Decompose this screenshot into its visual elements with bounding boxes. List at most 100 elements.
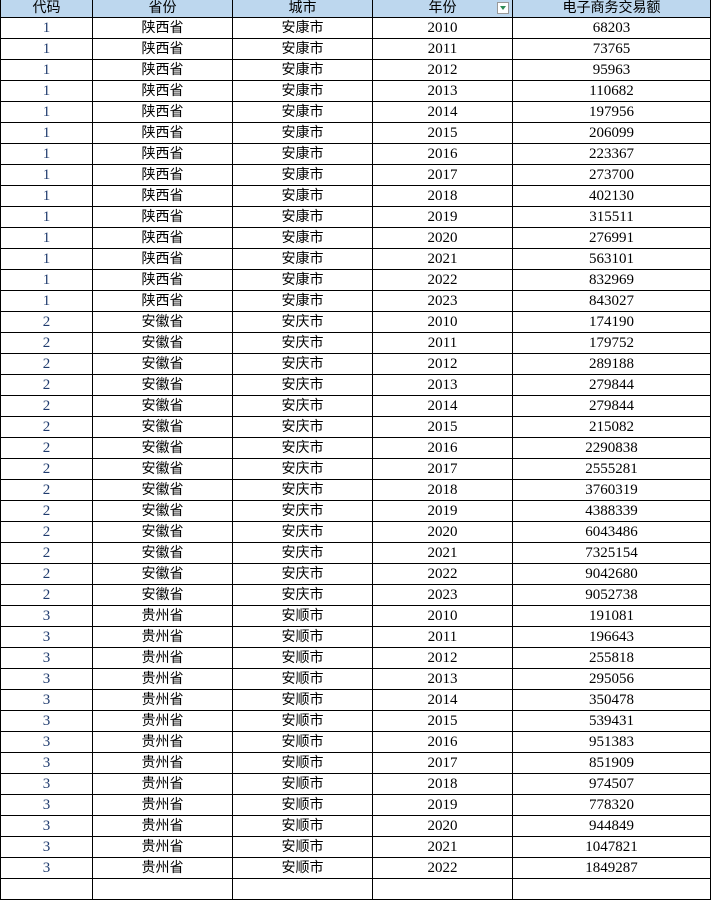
cell-year[interactable]: 2010 [372,17,513,39]
cell-city[interactable]: 安顺市 [232,710,373,732]
header-city[interactable]: 城市 [232,0,373,18]
cell-code[interactable]: 1 [0,17,93,39]
cell-ecommerce-volume[interactable]: 223367 [512,143,711,165]
cell-year[interactable]: 2022 [372,563,513,585]
cell-code[interactable]: 2 [0,374,93,396]
cell-empty[interactable] [232,878,373,900]
cell-city[interactable]: 安康市 [232,164,373,186]
cell-province[interactable]: 安徽省 [92,395,233,417]
cell-ecommerce-volume[interactable]: 9052738 [512,584,711,606]
cell-code[interactable]: 1 [0,122,93,144]
cell-year[interactable]: 2011 [372,332,513,354]
cell-ecommerce-volume[interactable]: 951383 [512,731,711,753]
cell-ecommerce-volume[interactable]: 778320 [512,794,711,816]
cell-ecommerce-volume[interactable]: 73765 [512,38,711,60]
cell-province[interactable]: 陕西省 [92,143,233,165]
cell-code[interactable]: 1 [0,143,93,165]
cell-year[interactable]: 2012 [372,59,513,81]
cell-ecommerce-volume[interactable]: 255818 [512,647,711,669]
cell-city[interactable]: 安康市 [232,290,373,312]
cell-province[interactable]: 安徽省 [92,332,233,354]
cell-year[interactable]: 2023 [372,584,513,606]
header-province[interactable]: 省份 [92,0,233,18]
cell-ecommerce-volume[interactable]: 191081 [512,605,711,627]
cell-province[interactable]: 陕西省 [92,206,233,228]
cell-city[interactable]: 安庆市 [232,479,373,501]
cell-year[interactable]: 2014 [372,395,513,417]
cell-code[interactable]: 1 [0,206,93,228]
cell-city[interactable]: 安康市 [232,143,373,165]
cell-year[interactable]: 2014 [372,689,513,711]
cell-province[interactable]: 安徽省 [92,500,233,522]
cell-code[interactable]: 2 [0,563,93,585]
cell-year[interactable]: 2022 [372,269,513,291]
cell-city[interactable]: 安庆市 [232,395,373,417]
cell-year[interactable]: 2019 [372,794,513,816]
cell-province[interactable]: 贵州省 [92,626,233,648]
cell-city[interactable]: 安康市 [232,122,373,144]
cell-year[interactable]: 2017 [372,752,513,774]
cell-city[interactable]: 安庆市 [232,584,373,606]
cell-year[interactable]: 2015 [372,710,513,732]
cell-code[interactable]: 2 [0,521,93,543]
cell-city[interactable]: 安顺市 [232,857,373,879]
cell-ecommerce-volume[interactable]: 273700 [512,164,711,186]
cell-code[interactable]: 2 [0,437,93,459]
cell-code[interactable]: 1 [0,59,93,81]
cell-year[interactable]: 2016 [372,437,513,459]
cell-city[interactable]: 安康市 [232,17,373,39]
cell-code[interactable]: 1 [0,227,93,249]
cell-province[interactable]: 安徽省 [92,311,233,333]
cell-ecommerce-volume[interactable]: 196643 [512,626,711,648]
cell-city[interactable]: 安顺市 [232,731,373,753]
header-code[interactable]: 代码 [0,0,93,18]
cell-ecommerce-volume[interactable]: 563101 [512,248,711,270]
cell-ecommerce-volume[interactable]: 174190 [512,311,711,333]
cell-ecommerce-volume[interactable]: 279844 [512,395,711,417]
cell-year[interactable]: 2018 [372,185,513,207]
cell-city[interactable]: 安顺市 [232,689,373,711]
cell-ecommerce-volume[interactable]: 95963 [512,59,711,81]
cell-city[interactable]: 安康市 [232,38,373,60]
cell-province[interactable]: 贵州省 [92,605,233,627]
cell-province[interactable]: 安徽省 [92,416,233,438]
cell-code[interactable]: 2 [0,353,93,375]
cell-code[interactable]: 3 [0,773,93,795]
cell-city[interactable]: 安顺市 [232,836,373,858]
cell-code[interactable]: 2 [0,584,93,606]
header-year[interactable]: 年份 [372,0,513,18]
cell-city[interactable]: 安康市 [232,248,373,270]
cell-year[interactable]: 2017 [372,458,513,480]
cell-ecommerce-volume[interactable]: 197956 [512,101,711,123]
cell-city[interactable]: 安康市 [232,185,373,207]
cell-code[interactable]: 1 [0,38,93,60]
cell-year[interactable]: 2018 [372,479,513,501]
cell-code[interactable]: 1 [0,164,93,186]
cell-city[interactable]: 安康市 [232,227,373,249]
cell-city[interactable]: 安庆市 [232,374,373,396]
cell-city[interactable]: 安庆市 [232,500,373,522]
cell-city[interactable]: 安康市 [232,206,373,228]
cell-province[interactable]: 贵州省 [92,752,233,774]
cell-code[interactable]: 3 [0,689,93,711]
cell-province[interactable]: 安徽省 [92,479,233,501]
cell-province[interactable]: 安徽省 [92,584,233,606]
cell-year[interactable]: 2021 [372,248,513,270]
cell-year[interactable]: 2011 [372,38,513,60]
cell-province[interactable]: 安徽省 [92,437,233,459]
cell-code[interactable]: 1 [0,269,93,291]
cell-city[interactable]: 安顺市 [232,794,373,816]
cell-ecommerce-volume[interactable]: 215082 [512,416,711,438]
cell-year[interactable]: 2016 [372,731,513,753]
cell-ecommerce-volume[interactable]: 9042680 [512,563,711,585]
cell-code[interactable]: 1 [0,290,93,312]
cell-year[interactable]: 2011 [372,626,513,648]
cell-province[interactable]: 贵州省 [92,647,233,669]
cell-city[interactable]: 安康市 [232,101,373,123]
cell-year[interactable]: 2016 [372,143,513,165]
cell-city[interactable]: 安顺市 [232,605,373,627]
cell-province[interactable]: 陕西省 [92,17,233,39]
cell-ecommerce-volume[interactable]: 206099 [512,122,711,144]
cell-year[interactable]: 2020 [372,227,513,249]
cell-ecommerce-volume[interactable]: 7325154 [512,542,711,564]
